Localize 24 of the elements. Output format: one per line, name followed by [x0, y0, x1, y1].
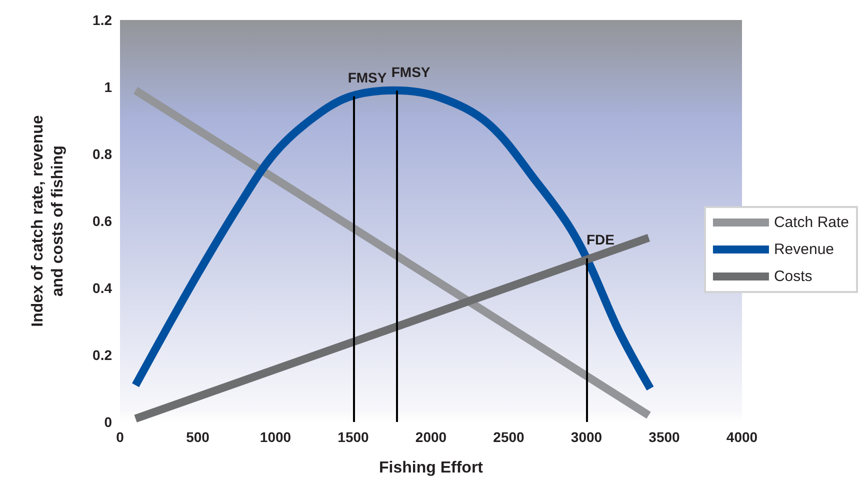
y-tick-label: 0.4 [92, 280, 112, 296]
y-tick-label: 0 [104, 414, 112, 430]
y-tick-label: 0.2 [92, 347, 112, 363]
x-axis-title: Fishing Effort [379, 460, 484, 476]
y-tick-label: 1.2 [92, 12, 112, 28]
y-tick-label: 1 [104, 79, 112, 95]
x-tick-label: 3000 [570, 429, 602, 445]
x-tick-label: 4000 [726, 429, 758, 445]
x-tick-label: 3500 [648, 429, 680, 445]
ref-line-label: FDE [586, 231, 614, 248]
y-axis-title: Index of catch rate, revenue and costs of fishing [30, 115, 66, 327]
x-tick-label: 2000 [415, 429, 447, 445]
ref-line-label: FMSY [348, 69, 388, 86]
x-tick-label: 2500 [493, 429, 525, 445]
ref-line-label: FMSY [391, 64, 431, 80]
legend-label: Costs [774, 268, 812, 285]
x-tick-label: 500 [186, 429, 210, 445]
x-tick-label: 1500 [338, 429, 370, 445]
y-tick-label: 0.6 [92, 213, 112, 229]
x-tick-label: 1000 [260, 429, 292, 445]
x-tick-label: 0 [116, 429, 124, 445]
legend-label: Catch Rate [774, 214, 850, 231]
legend-label: Revenue [774, 241, 834, 258]
y-tick-label: 0.8 [92, 146, 112, 162]
